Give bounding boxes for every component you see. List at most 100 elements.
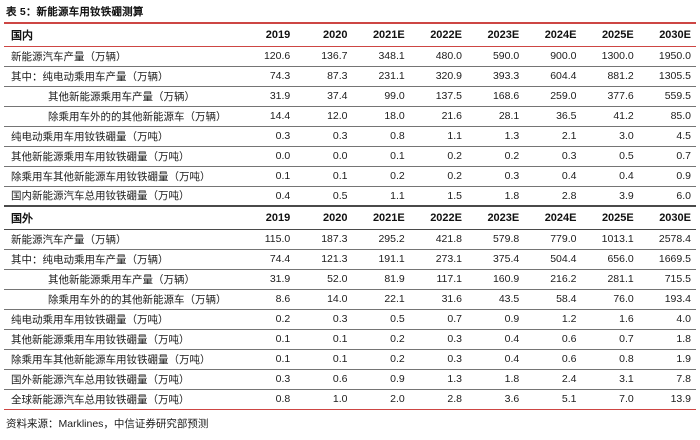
value-cell: 216.2 xyxy=(550,273,577,285)
row-label: 其他新能源乘用车用钕铁硼量（万吨） xyxy=(11,150,190,163)
table-row: 全球新能源汽车总用钕铁硼量（万吨） 0.8 1.0 2.0 2.8 3.6 5.1 7.0 13… xyxy=(4,389,696,409)
table-row: 新能源汽车产量（万辆） 115.0 187.3 295.2 421.8 579.8 779.… xyxy=(4,229,696,249)
table-row: 除乘用车其他新能源车用钕铁硼量（万吨） 0.1 0.1 0.2 0.2 0.3 0.4 0.4… xyxy=(4,166,696,186)
value-cell: 393.3 xyxy=(492,70,520,82)
value-cell: 0.2 xyxy=(504,150,520,162)
table-row: 国内新能源汽车总用钕铁硼量（万吨） 0.4 0.5 1.1 1.5 1.8 2.8 3.9 6.… xyxy=(4,186,696,206)
value-cell: 0.3 xyxy=(332,313,348,325)
value-cell: 2.8 xyxy=(561,189,577,202)
value-cell: 3.6 xyxy=(504,393,520,405)
value-cell: 31.9 xyxy=(269,90,291,102)
source-note: 资料来源：Marklines，中信证券研究部预测 xyxy=(6,417,209,430)
year-column-header: 2019 xyxy=(265,211,291,224)
value-cell: 0.5 xyxy=(332,189,348,202)
value-cell: 779.0 xyxy=(550,233,577,245)
year-column-header: 2030E xyxy=(659,28,691,41)
section-header-label: 国内 xyxy=(11,29,33,42)
value-cell: 604.4 xyxy=(550,70,577,82)
value-cell: 14.4 xyxy=(269,110,291,122)
value-cell: 0.4 xyxy=(619,170,634,182)
value-cell: 0.4 xyxy=(504,353,520,365)
table-row: 其他新能源乘用车产量（万辆） 31.9 52.0 81.9 117.1 160.9 216.… xyxy=(4,269,696,289)
table-title: 表 5：新能源车用钕铁硼测算 xyxy=(6,6,144,18)
value-cell: 21.6 xyxy=(441,110,462,122)
value-cell: 1.1 xyxy=(390,189,405,202)
value-cell: 1.3 xyxy=(447,373,462,385)
table-row: 其中：纯电动乘用车产量（万辆） 74.4 121.3 191.1 273.1 375.4 5… xyxy=(4,249,696,269)
section-header-row: 国内 2019 2020 2021E 2022E 2023E 2024E 2025E 2030E xyxy=(4,23,696,46)
value-cell: 7.8 xyxy=(676,373,691,385)
value-cell: 0.2 xyxy=(447,150,462,162)
year-column-header: 2023E xyxy=(487,211,520,224)
value-cell: 0.1 xyxy=(275,353,291,365)
value-cell: 58.4 xyxy=(556,293,577,305)
value-cell: 31.9 xyxy=(269,273,291,285)
row-label: 其中：纯电动乘用车产量（万辆） xyxy=(11,253,169,266)
value-cell: 348.1 xyxy=(378,50,405,62)
year-column-header: 2021E xyxy=(372,28,405,41)
table-row: 纯电动乘用车用钕铁硼量（万吨） 0.2 0.3 0.5 0.7 0.9 1.2 1.6 4.0 xyxy=(4,309,696,329)
value-cell: 0.3 xyxy=(447,333,462,345)
value-cell: 0.2 xyxy=(390,170,405,182)
value-cell: 120.6 xyxy=(263,50,291,62)
year-column-header: 2021E xyxy=(372,211,405,224)
value-cell: 590.0 xyxy=(492,50,520,62)
value-cell: 480.0 xyxy=(435,50,462,62)
value-cell: 0.9 xyxy=(390,373,405,385)
value-cell: 0.3 xyxy=(275,373,291,385)
value-cell: 0.4 xyxy=(275,189,291,202)
value-cell: 0.2 xyxy=(390,353,405,365)
value-cell: 7.0 xyxy=(619,393,634,405)
value-cell: 2.0 xyxy=(390,393,405,405)
value-cell: 1669.5 xyxy=(658,253,691,265)
value-cell: 421.8 xyxy=(435,233,462,245)
value-cell: 0.9 xyxy=(676,170,691,182)
value-cell: 4.0 xyxy=(676,313,691,325)
value-cell: 117.1 xyxy=(436,273,463,285)
table-row: 除乘用车其他新能源车用钕铁硼量（万吨） 0.1 0.1 0.2 0.3 0.4 0.6 0.8… xyxy=(4,349,696,369)
table-row: 其他新能源乘用车产量（万辆） 31.9 37.4 99.0 137.5 168.6 259.… xyxy=(4,86,696,106)
value-cell: 881.2 xyxy=(607,70,634,82)
value-cell: 41.2 xyxy=(613,110,634,122)
value-cell: 87.3 xyxy=(327,70,348,82)
value-cell: 13.9 xyxy=(670,393,691,405)
year-column-header: 2025E xyxy=(601,211,634,224)
value-cell: 0.4 xyxy=(504,333,520,345)
value-cell: 1300.0 xyxy=(601,50,634,62)
table-row: 新能源汽车产量（万辆） 120.6 136.7 348.1 480.0 590.0 900.… xyxy=(4,46,696,66)
year-column-header: 2022E xyxy=(430,28,462,41)
value-cell: 0.7 xyxy=(676,150,691,162)
value-cell: 1013.1 xyxy=(601,233,634,245)
value-cell: 37.4 xyxy=(327,90,348,102)
row-label: 全球新能源汽车总用钕铁硼量（万吨） xyxy=(11,393,190,406)
value-cell: 0.2 xyxy=(275,313,291,325)
row-label: 国外新能源汽车总用钕铁硼量（万吨） xyxy=(11,373,190,386)
value-cell: 0.6 xyxy=(561,353,577,365)
value-cell: 715.5 xyxy=(664,273,691,285)
row-label: 其他新能源乘用车产量（万辆） xyxy=(48,273,195,286)
value-cell: 193.4 xyxy=(664,293,691,305)
value-cell: 1.1 xyxy=(447,130,462,142)
row-label: 除乘用车其他新能源车用钕铁硼量（万吨） xyxy=(11,353,211,366)
value-cell: 1305.5 xyxy=(658,70,691,82)
value-cell: 3.9 xyxy=(619,189,634,202)
section-header-row: 国外 2019 2020 2021E 2022E 2023E 2024E 2025E 2030E xyxy=(4,206,696,229)
value-cell: 28.1 xyxy=(498,110,520,122)
table-row: 其中：纯电动乘用车产量（万辆） 74.3 87.3 231.1 320.9 393.3 60… xyxy=(4,66,696,86)
row-label: 新能源汽车产量（万辆） xyxy=(11,233,127,246)
value-cell: 22.1 xyxy=(384,293,405,305)
year-column-header: 2024E xyxy=(544,211,577,224)
value-cell: 99.0 xyxy=(384,90,405,102)
value-cell: 0.1 xyxy=(332,333,348,345)
value-cell: 1.5 xyxy=(447,189,462,202)
value-cell: 0.5 xyxy=(619,150,634,162)
section-header-label: 国外 xyxy=(11,212,33,225)
year-column-header: 2030E xyxy=(659,211,691,224)
row-label: 国内新能源汽车总用钕铁硼量（万吨） xyxy=(11,190,190,203)
value-cell: 0.8 xyxy=(390,130,405,142)
value-cell: 121.3 xyxy=(321,253,348,265)
row-label: 除乘用车外的的其他新能源车（万辆） xyxy=(48,110,227,123)
value-cell: 377.6 xyxy=(607,90,634,102)
value-cell: 0.9 xyxy=(504,313,520,325)
value-cell: 1.8 xyxy=(676,333,691,345)
